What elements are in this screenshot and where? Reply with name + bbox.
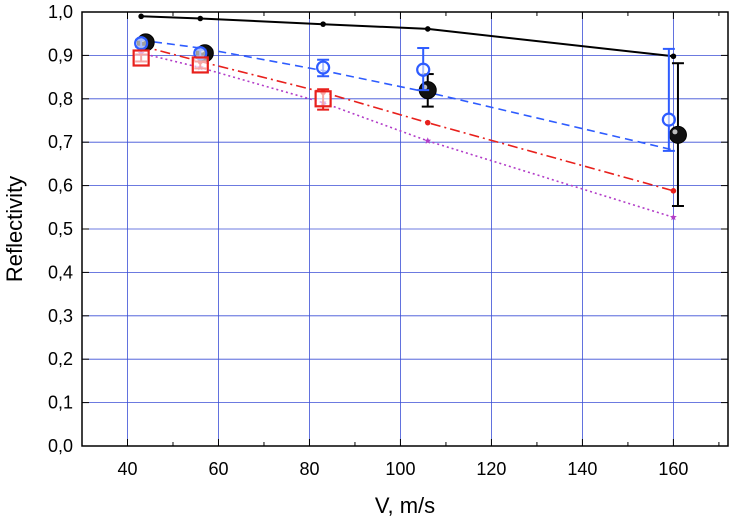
x-axis-title: V, m/s <box>375 493 435 518</box>
x-tick-label: 100 <box>385 459 415 479</box>
series-points <box>132 33 687 207</box>
open-square-marker <box>191 56 209 74</box>
data-point-exp-red-square <box>314 88 332 111</box>
x-tick-label: 80 <box>299 459 319 479</box>
series-point-calc-magenta-dotted <box>424 137 432 144</box>
filled-circle-marker <box>668 125 687 144</box>
data-point-exp-blue-open <box>416 47 431 92</box>
series-point-calc-black-solid <box>320 21 326 27</box>
y-tick-label: 0,4 <box>48 262 73 282</box>
x-axis-tick-labels: 40 60 80 100 120 140 160 <box>117 459 688 479</box>
y-axis-tick-labels: 0,0 0,1 0,2 0,3 0,4 0,5 0,6 0,7 0,8 0,9 1,0 <box>48 2 73 456</box>
y-tick-label: 0,6 <box>48 176 73 196</box>
y-tick-label: 0,7 <box>48 132 73 152</box>
series-point-calc-black-solid <box>670 53 677 60</box>
axis-ticks <box>81 11 728 447</box>
series-point-calc-magenta-dotted <box>669 213 677 221</box>
open-circle-marker <box>416 62 431 77</box>
data-point-exp-red-square <box>132 49 150 67</box>
series-point-calc-black-solid <box>138 13 144 20</box>
marker-highlight <box>672 129 678 135</box>
data-point-exp-black-filled <box>668 62 687 207</box>
series-point-calc-red-dashdot <box>670 188 677 194</box>
y-tick-label: 0,0 <box>48 436 73 456</box>
x-tick-label: 40 <box>117 459 137 479</box>
y-tick-label: 0,5 <box>48 219 73 239</box>
data-point-exp-blue-open <box>316 58 331 78</box>
open-circle-marker <box>661 112 676 127</box>
open-circle-marker <box>316 60 331 75</box>
data-point-exp-blue-open <box>134 36 149 51</box>
x-tick-label: 120 <box>476 459 506 479</box>
y-tick-label: 0,8 <box>48 89 73 109</box>
series-line-calc-magenta-dotted <box>140 52 674 219</box>
y-tick-label: 0,9 <box>48 45 73 65</box>
y-tick-label: 0,3 <box>48 306 73 326</box>
y-tick-label: 0,1 <box>48 393 73 413</box>
x-tick-label: 160 <box>658 459 688 479</box>
x-tick-label: 60 <box>208 459 228 479</box>
data-point-exp-red-square <box>191 56 209 74</box>
open-square-marker <box>132 49 150 67</box>
y-axis-title: Reflectivity <box>2 176 27 282</box>
open-circle-marker <box>134 36 149 51</box>
series-point-calc-red-dashdot <box>424 119 431 126</box>
x-tick-label: 140 <box>567 459 597 479</box>
series-point-calc-black-solid <box>424 26 431 32</box>
series-point-calc-black-solid <box>197 15 204 22</box>
y-tick-label: 0,2 <box>48 349 73 369</box>
y-tick-label: 1,0 <box>48 2 73 22</box>
open-square-marker <box>314 90 332 108</box>
data-point-exp-blue-open <box>661 47 676 152</box>
